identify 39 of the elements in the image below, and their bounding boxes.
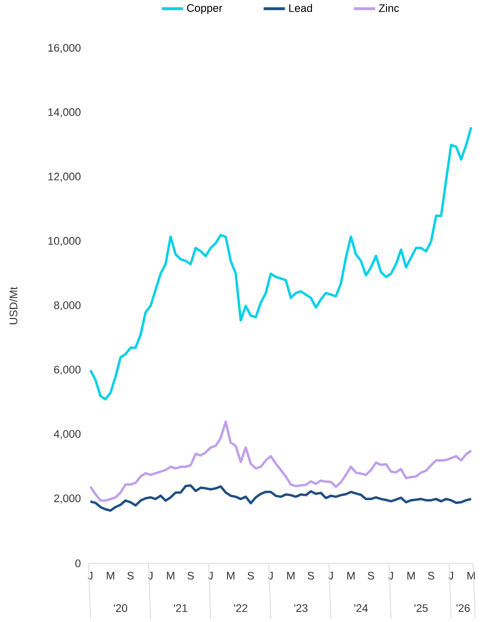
- x-tick-label: M: [407, 572, 415, 580]
- text: '23: [294, 604, 308, 612]
- y-tick-label: 10,000: [48, 237, 81, 246]
- text: '22: [234, 604, 248, 612]
- x-tick-label: J: [388, 572, 393, 580]
- x-tick-label: J: [328, 572, 333, 580]
- y-tick-label: 14,000: [48, 108, 81, 118]
- y-tick-label: 0: [75, 559, 81, 568]
- x-tick-label: S: [248, 572, 254, 580]
- line-series: [89, 126, 472, 400]
- x-tick-label: S: [127, 572, 134, 580]
- legend-label: Lead: [289, 4, 312, 12]
- y-tick-label: 12,000: [48, 172, 81, 182]
- x-tick-label: S: [368, 572, 374, 580]
- x-tick-label: J: [208, 572, 213, 580]
- y-tick-label: 16,000: [48, 44, 81, 53]
- legend-label: Copper: [187, 4, 222, 14]
- text: '26: [456, 604, 470, 612]
- x-tick-label: M: [227, 572, 234, 580]
- text: '24: [354, 604, 368, 612]
- x-tick-label: M: [106, 572, 114, 580]
- x-tick-label: S: [308, 572, 314, 580]
- x-tick-label: M: [467, 572, 475, 580]
- y-tick-label: 2,000: [54, 494, 81, 504]
- legend-label: Zinc: [378, 4, 399, 12]
- text: '25: [414, 604, 428, 612]
- y-tick-label: 8,000: [54, 301, 81, 310]
- y-axis-title: USD/Mt: [9, 286, 18, 324]
- x-tick-label: S: [187, 572, 194, 580]
- text: '20: [114, 604, 128, 612]
- y-tick-label: 4,000: [54, 430, 81, 440]
- x-tick-label: M: [287, 572, 294, 580]
- x-tick-label: J: [88, 572, 92, 580]
- y-tick-label: 6,000: [54, 366, 81, 375]
- text: '21: [174, 604, 188, 612]
- x-tick-label: M: [166, 572, 174, 580]
- line-series: [89, 484, 472, 512]
- x-tick-label: S: [428, 572, 434, 580]
- x-tick-label: M: [347, 572, 355, 580]
